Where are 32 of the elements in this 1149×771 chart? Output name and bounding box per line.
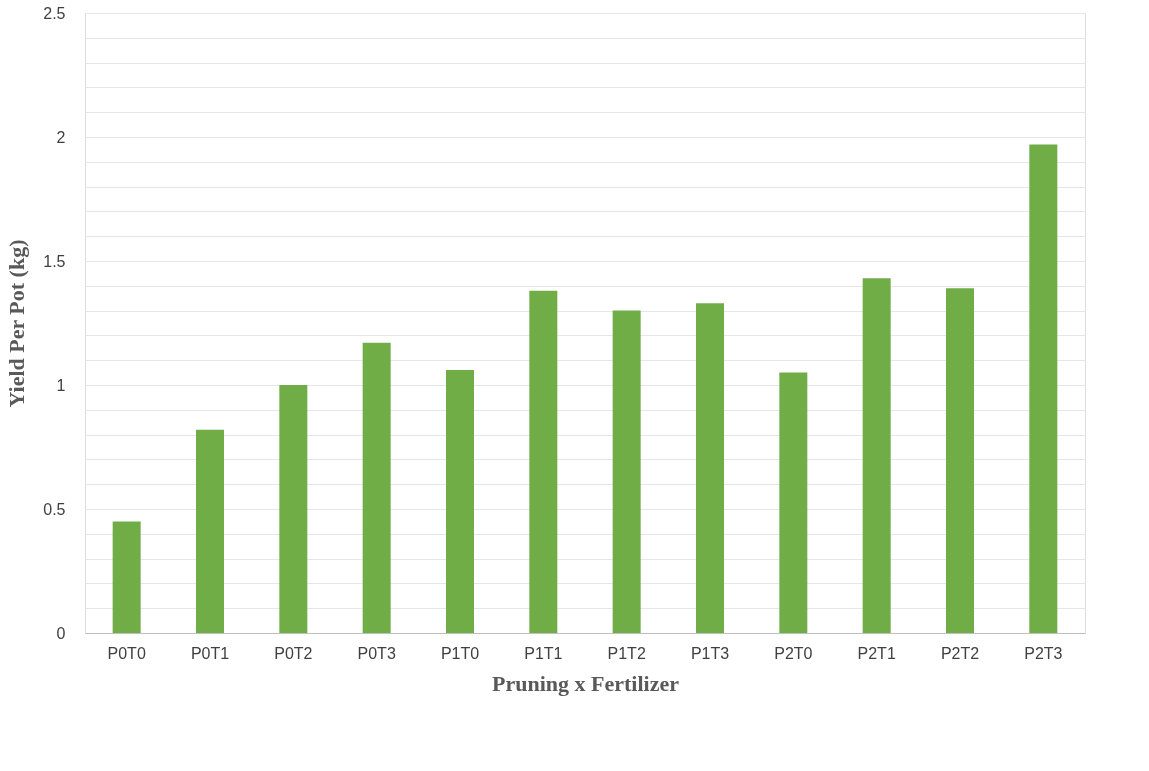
bar <box>1029 144 1058 633</box>
x-tick-label: P0T0 <box>107 644 146 662</box>
y-tick-label: 0 <box>56 624 66 642</box>
x-tick-label: P0T3 <box>357 644 396 662</box>
bar <box>362 342 391 633</box>
x-tick-label: P2T3 <box>1024 644 1063 662</box>
bar <box>946 288 974 633</box>
bar <box>529 290 558 633</box>
bar <box>696 303 724 633</box>
x-tick-label: P2T1 <box>857 644 896 662</box>
x-tick-label: P1T2 <box>607 644 646 662</box>
bar <box>779 372 808 633</box>
bar <box>279 385 308 633</box>
x-tick-label: P0T1 <box>190 644 230 662</box>
x-axis-title: Pruning x Fertilizer <box>492 670 680 696</box>
x-tick-label: P1T0 <box>440 644 480 662</box>
bar <box>446 370 474 633</box>
x-tick-label: P1T3 <box>690 644 730 662</box>
y-tick-label: 1 <box>56 376 66 394</box>
x-tick-label: P0T2 <box>274 644 313 662</box>
y-tick-label: 1.5 <box>43 252 66 270</box>
x-tick-label: P2T0 <box>774 644 813 662</box>
bar <box>112 521 141 633</box>
x-tick-label: P1T1 <box>524 644 563 662</box>
x-tick-label: P2T2 <box>940 644 980 662</box>
bar <box>612 310 641 633</box>
bar <box>196 429 224 633</box>
y-axis-title: Yield Per Pot (kg) <box>4 239 30 408</box>
y-tick-label: 2 <box>56 128 66 146</box>
y-tick-label: 2.5 <box>43 4 66 22</box>
y-tick-label: 0.5 <box>43 500 66 518</box>
bar <box>862 278 891 633</box>
